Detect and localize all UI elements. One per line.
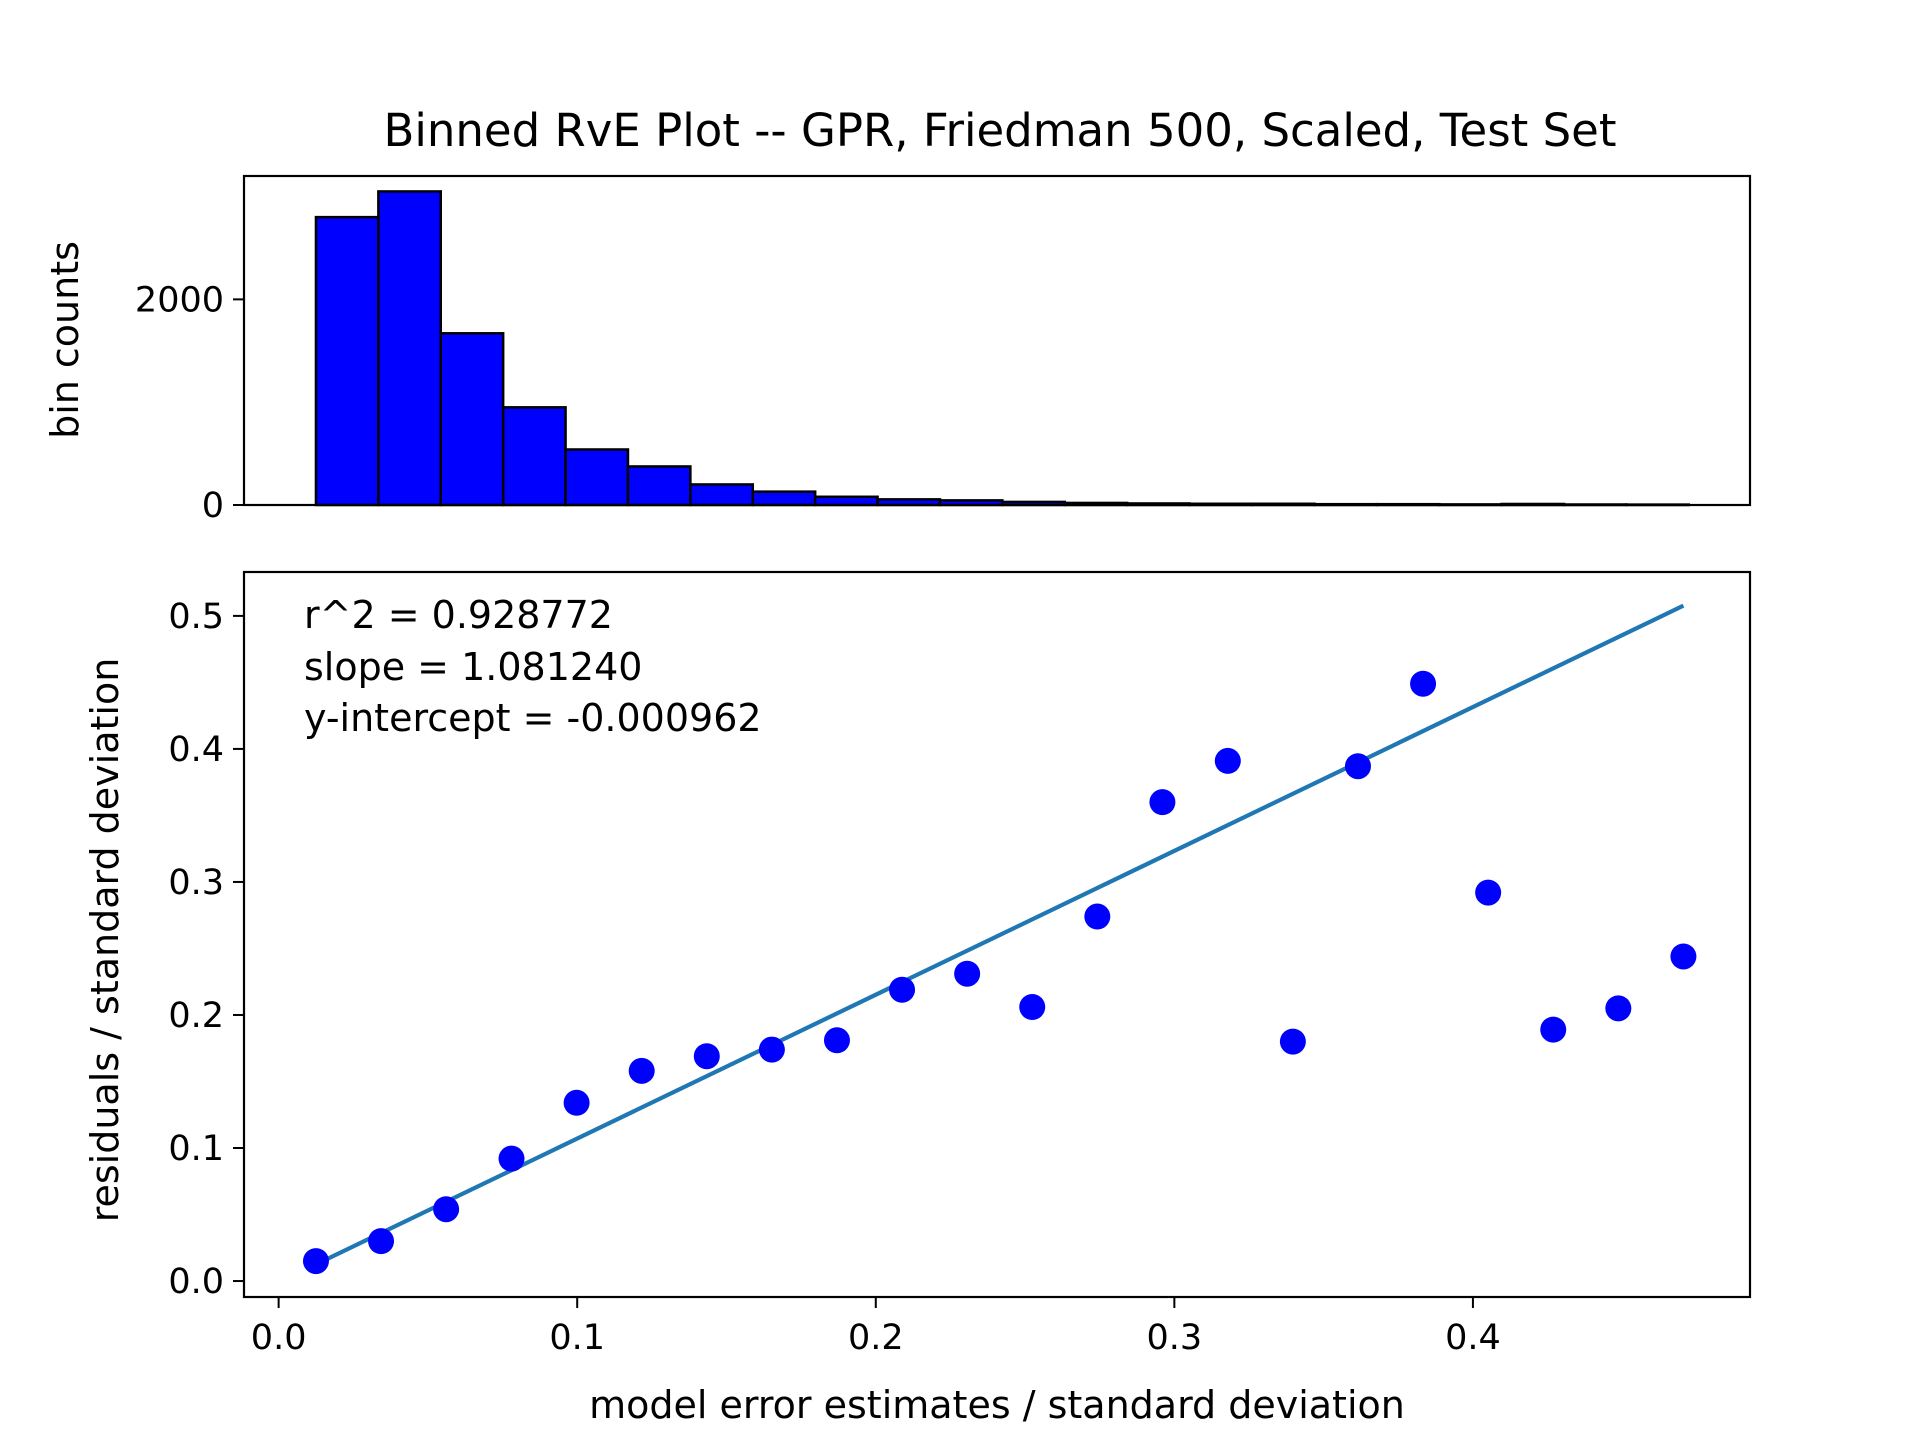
scatter-point (1540, 1016, 1567, 1043)
scatter-point (1605, 995, 1632, 1022)
fit-statistics: r^2 = 0.928772 slope = 1.081240 y-interc… (304, 593, 762, 740)
scatter-x-tick-label: 0.3 (1147, 1318, 1203, 1358)
scatter-point (889, 976, 916, 1003)
histogram-bar (564, 448, 630, 507)
scatter-point (758, 1036, 785, 1063)
scatter-point (1149, 789, 1176, 816)
scatter-x-tick-label: 0.2 (848, 1318, 904, 1358)
histogram-bar (501, 406, 567, 507)
histogram-y-tick-label: 2000 (135, 280, 224, 320)
scatter-y-tick-label: 0.0 (168, 1262, 224, 1302)
scatter-y-tick-label: 0.5 (168, 597, 224, 637)
scatter-points (302, 670, 1697, 1275)
histogram-y-ticks: 0 2000 (135, 280, 244, 526)
scatter-point (1410, 670, 1437, 697)
scatter-point (693, 1043, 720, 1070)
scatter-y-tick-label: 0.4 (168, 730, 224, 770)
scatter-point (1084, 903, 1111, 930)
histogram-bar (813, 495, 879, 507)
slope-annotation: slope = 1.081240 (304, 645, 642, 689)
scatter-point (1344, 753, 1371, 780)
scatter-point (1019, 994, 1046, 1020)
scatter-y-ticks: 0.0 0.1 0.2 0.3 0.4 0.5 (168, 597, 244, 1302)
chart-title: Binned RvE Plot -- GPR, Friedman 500, Sc… (383, 104, 1616, 157)
scatter-y-tick-label: 0.1 (168, 1129, 224, 1169)
scatter-y-label: residuals / standard deviation (83, 658, 127, 1223)
scatter-panel: 0.0 0.1 0.2 0.3 0.4 0.5 0.0 0.1 0.2 0.3 0.4 r^2 =… (83, 570, 1752, 1427)
scatter-x-tick-label: 0.1 (549, 1318, 605, 1358)
r-squared-annotation: r^2 = 0.928772 (304, 593, 613, 637)
scatter-point (433, 1196, 460, 1223)
scatter-point (302, 1248, 329, 1275)
scatter-axes-frame (242, 570, 1752, 1299)
scatter-x-tick-label: 0.0 (251, 1318, 307, 1358)
histogram-y-tick-label: 0 (202, 486, 224, 526)
scatter-x-tick-label: 0.4 (1445, 1318, 1501, 1358)
intercept-annotation: y-intercept = -0.000962 (304, 696, 762, 740)
histogram-bars (314, 190, 1691, 507)
histogram-bar (751, 490, 817, 507)
scatter-point (1214, 747, 1241, 774)
histogram-bar (377, 190, 443, 507)
scatter-point (954, 960, 981, 987)
scatter-point (628, 1057, 655, 1084)
scatter-point (1475, 879, 1502, 906)
histogram-bar (689, 483, 755, 507)
scatter-point (368, 1228, 395, 1255)
scatter-point (1670, 943, 1697, 970)
scatter-point (498, 1145, 525, 1172)
fit-line (315, 603, 1685, 1267)
scatter-point (1279, 1028, 1306, 1055)
scatter-x-ticks: 0.0 0.1 0.2 0.3 0.4 (251, 1297, 1501, 1358)
scatter-y-tick-label: 0.3 (168, 863, 224, 903)
scatter-point (823, 1027, 850, 1054)
scatter-y-tick-label: 0.2 (168, 996, 224, 1036)
histogram-bar (439, 332, 505, 507)
histogram-bar (314, 215, 380, 507)
histogram-axes-frame (242, 174, 1752, 507)
scatter-x-label: model error estimates / standard deviati… (589, 1383, 1405, 1427)
histogram-panel: 0 2000 bin counts (43, 174, 1752, 526)
histogram-y-label: bin counts (43, 241, 87, 439)
histogram-bar (626, 465, 692, 507)
scatter-point (563, 1089, 590, 1116)
